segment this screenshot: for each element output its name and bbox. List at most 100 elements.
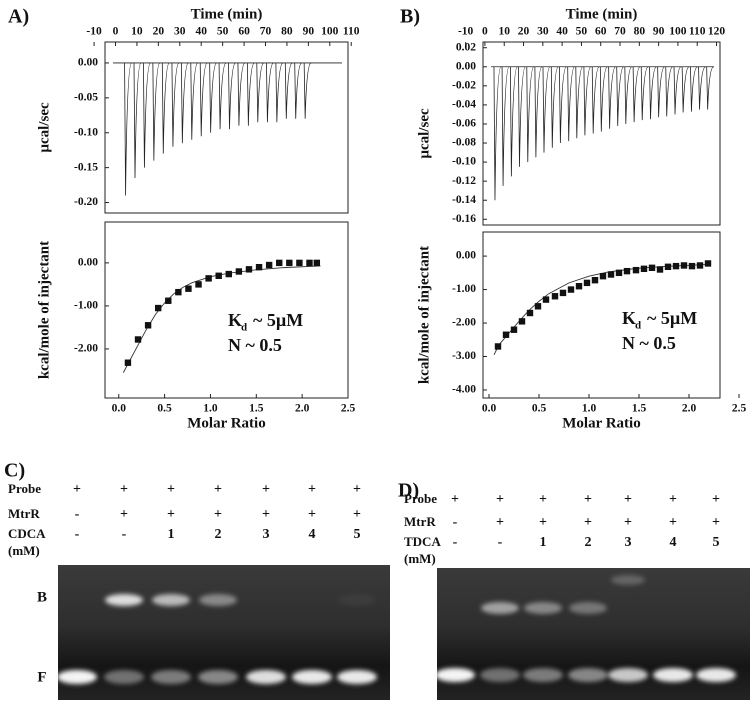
injection-peak [218, 62, 227, 130]
injection-peak [649, 66, 657, 120]
x-axis-title: Molar Ratio [562, 415, 640, 431]
injection-peak [534, 66, 543, 158]
data-point [704, 260, 712, 267]
row-label: MtrR [8, 506, 40, 521]
lane-value: + [669, 515, 677, 530]
data-point [559, 289, 567, 297]
x-tick-label: 0.0 [482, 403, 497, 415]
injection-peak [583, 66, 592, 136]
injection-peak [657, 66, 665, 118]
y-tick-label: -2.00 [452, 317, 476, 329]
y-tick-label: -3.00 [452, 350, 476, 362]
injection-peak [246, 62, 255, 126]
lane-value: + [712, 515, 720, 530]
x-tick-label: 20 [518, 26, 530, 38]
x-tick-label: 0 [113, 26, 119, 38]
data-point [607, 271, 615, 278]
y-axis-title: µcal/sec [36, 102, 52, 153]
free-band [568, 668, 608, 682]
injection-peak [550, 66, 559, 148]
injection-peak [567, 66, 576, 142]
data-point [551, 293, 559, 300]
injection-peak [209, 62, 218, 133]
injection-peak [171, 62, 180, 147]
data-point [688, 262, 696, 270]
x-tick-label: 90 [303, 26, 315, 38]
x-tick-label: -10 [458, 26, 474, 38]
lane-value: - [75, 527, 80, 542]
lane-value: + [539, 492, 547, 507]
x-tick-label: 100 [669, 26, 687, 38]
x-axis-title: Molar Ratio [187, 415, 265, 431]
data-point [286, 259, 293, 267]
injection-peak [526, 66, 535, 163]
x-tick-label: 1.0 [582, 403, 597, 415]
lane-value: + [353, 482, 361, 497]
lane-value: + [496, 515, 504, 530]
data-point [542, 296, 550, 303]
lane-value: + [712, 492, 720, 507]
data-point [632, 266, 640, 274]
y-tick-label: 0.00 [456, 60, 476, 72]
injection-peak [616, 66, 625, 126]
bound-band [481, 602, 519, 614]
x-tick-label: 10 [498, 26, 510, 38]
panel-label: C) [4, 460, 25, 482]
x-tick-label: 2.0 [682, 403, 697, 415]
x-tick-label: 10 [131, 26, 143, 38]
injection-peak [266, 62, 274, 123]
lane-value: 2 [215, 527, 222, 542]
row-unit: (mM) [8, 543, 40, 558]
x-tick-label: 20 [153, 26, 165, 38]
data-point [567, 286, 575, 293]
injection-peak [161, 62, 170, 154]
data-point [215, 272, 222, 279]
injection-peak [665, 66, 673, 117]
lane-value: 5 [713, 535, 720, 550]
lane-value: + [624, 515, 632, 530]
free-band [696, 668, 736, 682]
data-point [696, 262, 704, 269]
data-point [534, 303, 542, 310]
y-tick-label: -0.05 [74, 91, 98, 103]
y-tick-label: -0.08 [452, 137, 476, 149]
lane-value: - [498, 535, 503, 550]
annotation-k: K [622, 308, 636, 328]
row-label: CDCA [8, 526, 46, 541]
data-point [518, 318, 526, 325]
injection-peak [303, 62, 312, 119]
data-point [510, 326, 518, 333]
data-point [664, 263, 672, 271]
data-point [599, 272, 607, 280]
x-tick-label: 100 [321, 26, 339, 38]
x-tick-label: 0 [482, 26, 488, 38]
x-axis-title: Time (min) [566, 6, 638, 22]
panel-label: D) [398, 480, 419, 502]
lane-value: + [167, 482, 175, 497]
x-tick-label: 50 [217, 26, 229, 38]
data-point [185, 285, 192, 292]
annotation-k: K [228, 310, 242, 330]
data-point [640, 265, 648, 273]
band-label: B [37, 589, 47, 605]
data-point [656, 266, 664, 273]
data-point [165, 297, 172, 304]
data-point [583, 279, 591, 287]
injection-peak [284, 62, 293, 119]
lane-value: - [453, 515, 458, 530]
lane-value: 3 [263, 527, 270, 542]
data-point [124, 359, 132, 366]
annotation-n: N ~ 0.5 [228, 335, 282, 355]
free-band [198, 670, 238, 684]
y-tick-label: -0.16 [452, 213, 476, 225]
data-point [494, 343, 502, 350]
y-tick-label: -0.02 [452, 79, 476, 91]
y-tick-label: -0.15 [74, 161, 98, 173]
injection-peak [190, 62, 199, 140]
y-axis-title: kcal/mole of injectant [36, 241, 52, 379]
lane-value: + [308, 507, 316, 522]
data-point [195, 281, 202, 288]
free-band [292, 670, 332, 684]
data-point [615, 269, 623, 277]
lane-value: + [669, 492, 677, 507]
